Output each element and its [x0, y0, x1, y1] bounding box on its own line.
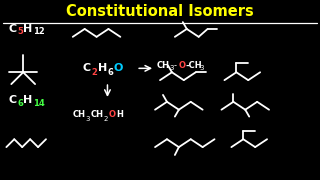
Text: H: H: [98, 63, 107, 73]
Text: C: C: [8, 95, 16, 105]
Text: CH: CH: [157, 61, 170, 70]
Text: CH: CH: [73, 110, 86, 119]
Text: C: C: [8, 24, 16, 34]
Text: 3: 3: [200, 65, 204, 71]
Text: 6: 6: [17, 99, 23, 108]
Text: H: H: [116, 110, 123, 119]
Text: O: O: [113, 63, 123, 73]
Text: 2: 2: [92, 68, 98, 77]
Text: Constitutional Isomers: Constitutional Isomers: [66, 4, 254, 19]
Text: H: H: [23, 24, 32, 34]
Text: O: O: [179, 61, 186, 70]
Text: CH: CH: [91, 110, 104, 119]
Text: 6: 6: [108, 68, 113, 77]
Text: O: O: [108, 110, 116, 119]
Text: C: C: [83, 63, 91, 73]
Text: 3: 3: [170, 65, 174, 71]
Text: -: -: [174, 61, 177, 70]
Text: 12: 12: [33, 27, 45, 36]
Text: 3: 3: [86, 116, 90, 122]
Text: 2: 2: [103, 116, 108, 122]
Text: H: H: [23, 95, 32, 105]
Text: -CH: -CH: [186, 61, 202, 70]
Text: 14: 14: [33, 99, 45, 108]
Text: 5: 5: [17, 27, 23, 36]
